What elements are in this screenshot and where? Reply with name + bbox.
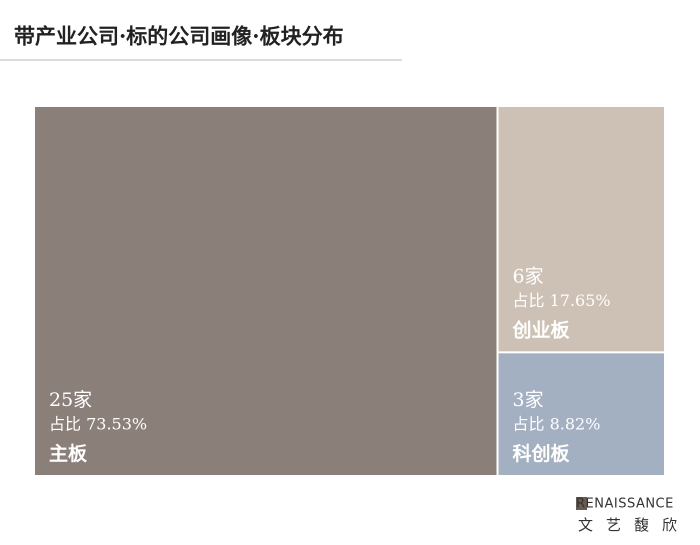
brand-name: RENAISSANCE (576, 497, 674, 512)
tile-share: 占比 73.53% (49, 415, 147, 434)
chart-title: 带产业公司·标的公司画像·板块分布 (14, 24, 344, 49)
tile-name: 创业板 (512, 318, 571, 341)
tile-share: 占比 8.82% (513, 415, 601, 434)
tile (498, 353, 664, 475)
brand-subtitle: 文艺馥欣 (578, 516, 690, 534)
tile-count: 25家 (49, 389, 92, 411)
tile-count: 6家 (513, 265, 544, 287)
tile-name: 科创板 (513, 442, 571, 465)
tile-count: 3家 (513, 389, 544, 411)
tile (35, 107, 497, 475)
tile (498, 107, 664, 352)
tile-name: 主板 (49, 442, 88, 465)
brand-icon (576, 497, 587, 510)
tile-share: 占比 17.65% (513, 291, 611, 310)
